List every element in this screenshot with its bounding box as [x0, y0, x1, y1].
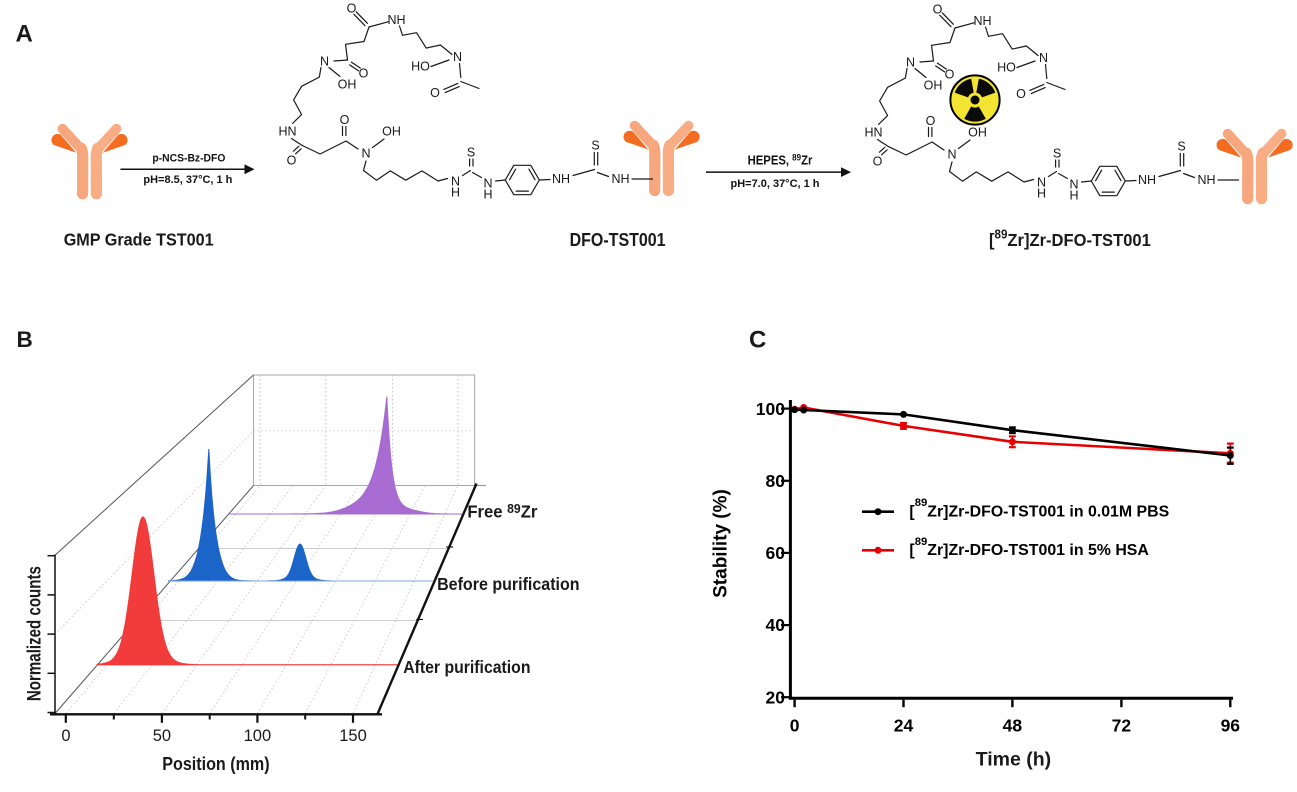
- svg-text:pH=7.0, 37°C, 1 h: pH=7.0, 37°C, 1 h: [731, 178, 820, 190]
- svg-text:60: 60: [766, 543, 786, 563]
- svg-text:C: C: [749, 326, 766, 353]
- svg-text:Time (h): Time (h): [976, 748, 1051, 770]
- svg-text:24: 24: [894, 716, 914, 736]
- svg-text:Before purification: Before purification: [437, 574, 579, 594]
- svg-text:100: 100: [756, 399, 785, 419]
- svg-text:150: 150: [339, 727, 367, 745]
- svg-text:72: 72: [1112, 716, 1132, 736]
- svg-text:100: 100: [244, 727, 272, 745]
- svg-text:[89Zr]Zr-DFO-TST001 in 5% HSA: [89Zr]Zr-DFO-TST001 in 5% HSA: [909, 536, 1149, 559]
- svg-text:B: B: [17, 327, 33, 352]
- svg-text:48: 48: [1003, 716, 1023, 736]
- svg-text:Free 89Zr: Free 89Zr: [467, 501, 537, 522]
- svg-text:0: 0: [61, 727, 70, 745]
- svg-text:pH=8.5, 37°C, 1 h: pH=8.5, 37°C, 1 h: [143, 174, 232, 186]
- svg-text:HEPES, 89Zr: HEPES, 89Zr: [748, 152, 813, 168]
- svg-text:After purification: After purification: [403, 657, 530, 677]
- svg-text:[89Zr]Zr-DFO-TST001: [89Zr]Zr-DFO-TST001: [989, 227, 1151, 250]
- svg-text:50: 50: [153, 727, 171, 745]
- svg-text:DFO-TST001: DFO-TST001: [570, 230, 666, 250]
- svg-text:[89Zr]Zr-DFO-TST001 in 0.01M P: [89Zr]Zr-DFO-TST001 in 0.01M PBS: [909, 497, 1169, 520]
- svg-text:40: 40: [766, 615, 786, 635]
- svg-text:Stability (%): Stability (%): [711, 489, 732, 598]
- svg-text:20: 20: [766, 687, 786, 707]
- svg-text:GMP Grade TST001: GMP Grade TST001: [64, 229, 214, 249]
- svg-text:Normalized counts: Normalized counts: [25, 566, 46, 701]
- svg-text:p-NCS-Bz-DFO: p-NCS-Bz-DFO: [152, 152, 225, 164]
- svg-text:A: A: [16, 21, 33, 48]
- svg-text:Position (mm): Position (mm): [162, 754, 269, 774]
- svg-text:96: 96: [1221, 716, 1241, 736]
- svg-text:0: 0: [790, 716, 800, 736]
- svg-text:80: 80: [766, 471, 786, 491]
